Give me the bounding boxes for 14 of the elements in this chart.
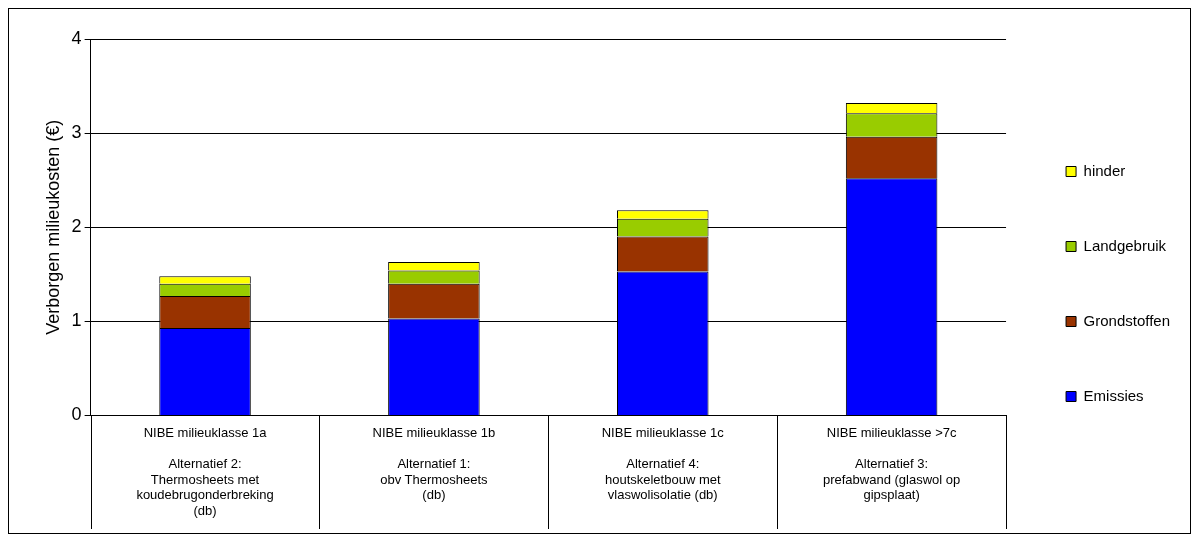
- legend-label: hinder: [1083, 161, 1126, 179]
- y-tick-label: 4: [71, 27, 82, 48]
- category-label: NIBE milieuklasse >7c Alternatief 3: prefabwand (glaswol op gipsplaat): [822, 424, 961, 503]
- y-tick-label: 1: [71, 310, 82, 331]
- legend-label: Emissies: [1083, 386, 1144, 404]
- y-tick-label: 3: [71, 122, 82, 143]
- y-axis-title: Verborgen milieukosten (€): [42, 119, 63, 335]
- category-label: NIBE milieuklasse 1b Alternatief 1: obv Thermosheets (db): [372, 424, 496, 503]
- category-label: NIBE milieuklasse 1c Alternatief 4: houtskeletbouw met vlaswolisolatie (db): [601, 424, 724, 503]
- y-tick-label: 0: [71, 404, 82, 425]
- legend-label: Landgebruik: [1083, 236, 1167, 254]
- category-label: NIBE milieuklasse 1a Alternatief 2: Thermosheets met koudebrugonderbreking (db): [136, 424, 274, 518]
- y-tick-label: 2: [71, 216, 82, 237]
- legend-label: Grondstoffen: [1083, 311, 1171, 329]
